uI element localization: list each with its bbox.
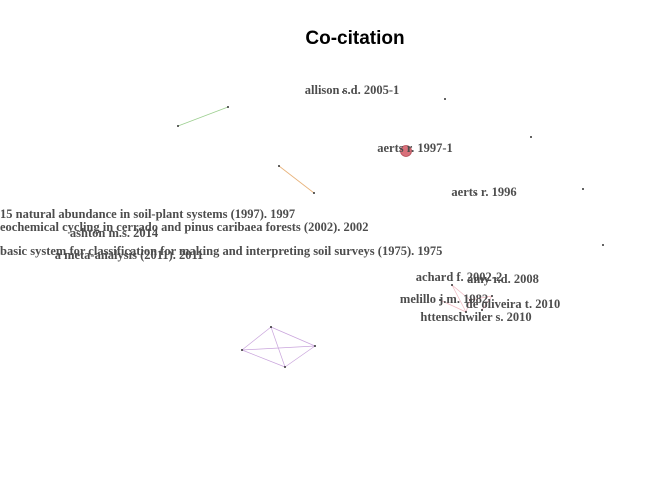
node <box>481 309 483 311</box>
node-label-allison: allison s.d. 2005-1 <box>305 83 399 97</box>
plot-title: Co-citation <box>305 28 405 49</box>
node <box>444 98 446 100</box>
node <box>465 311 467 313</box>
node <box>278 165 280 167</box>
node <box>475 193 477 195</box>
node <box>241 349 243 351</box>
node <box>530 136 532 138</box>
node <box>602 244 604 246</box>
edge <box>177 106 229 127</box>
node-label-meta-analysis: a meta-analysis (2011). 2011 <box>55 248 204 262</box>
node <box>227 106 229 108</box>
edge <box>241 349 286 368</box>
edge <box>469 295 493 301</box>
node <box>582 188 584 190</box>
node-label-cerrado: eochemical cycling in cerrado and pinus … <box>0 220 368 234</box>
edge <box>241 326 272 351</box>
edge <box>465 299 471 313</box>
node <box>491 295 493 297</box>
node <box>451 284 453 286</box>
edge <box>270 326 286 368</box>
node <box>439 299 441 301</box>
node-label-basic-system: basic system for classification for maki… <box>0 244 442 258</box>
node-label-aerts-1997: aerts r. 1997-1 <box>377 141 453 155</box>
node-label-n15: 15 natural abundance in soil-plant syste… <box>0 207 295 221</box>
edge <box>439 299 467 313</box>
node-label-hattenschwiler: httenschwiler s. 2010 <box>420 310 531 324</box>
node <box>284 366 286 368</box>
edge <box>451 284 471 301</box>
node-label-amy: amy r.d. 2008 <box>467 272 539 286</box>
edge <box>451 284 467 313</box>
nodes <box>177 91 604 368</box>
node-label-melillo: melillo j.m. 1982 <box>400 292 488 306</box>
node-label-de-oliveira: de oliveira t. 2010 <box>466 297 560 311</box>
node <box>314 345 316 347</box>
edge <box>284 345 316 368</box>
node <box>313 192 315 194</box>
node <box>270 326 272 328</box>
labels: allison s.d. 2005-1 aerts r. 1997-1 aert… <box>0 83 560 324</box>
node <box>342 91 344 93</box>
node <box>177 125 179 127</box>
edge <box>241 345 316 351</box>
edge <box>278 165 315 194</box>
edge <box>270 326 316 347</box>
node-label-aerts-1996: aerts r. 1996 <box>451 185 516 199</box>
edges <box>177 106 493 368</box>
node-label-ashton: ashton m.s. 2014 <box>70 226 159 240</box>
node-label-achard: achard f. 2002-2 <box>416 270 502 284</box>
edge <box>481 295 493 311</box>
node-highlight <box>400 145 412 157</box>
node <box>469 299 471 301</box>
